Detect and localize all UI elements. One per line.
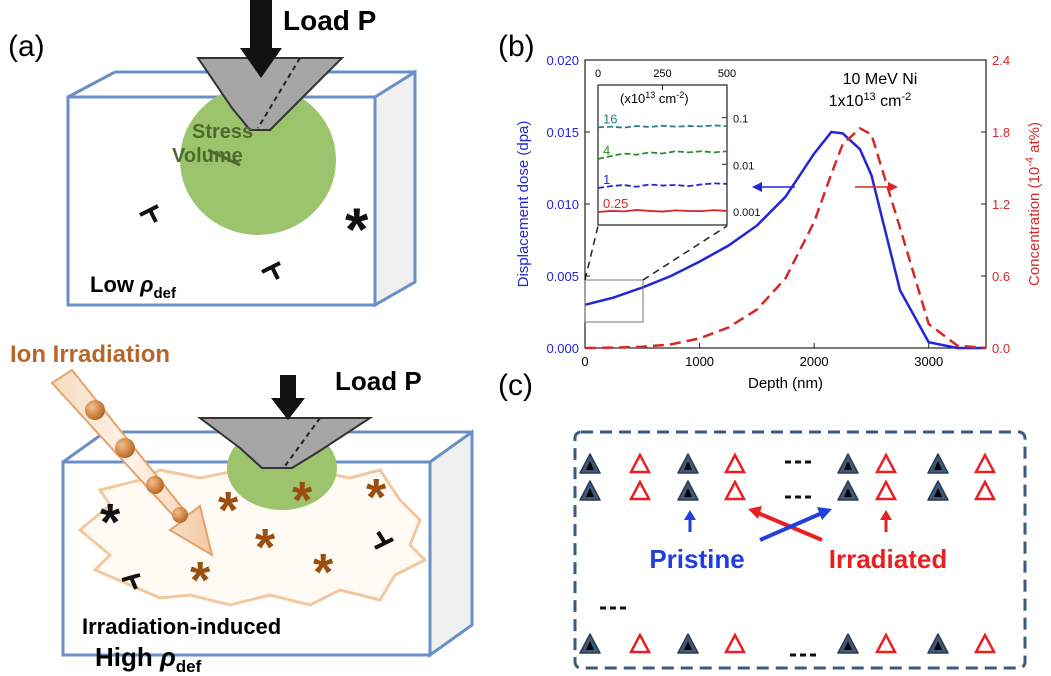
superscript: 13	[863, 91, 875, 103]
y2-tick-label: 0.0	[992, 341, 1010, 356]
load-label: Load P	[335, 366, 422, 396]
panel-label: (a)	[8, 30, 45, 63]
induced-label: Irradiation-induced	[82, 614, 281, 639]
y-tick-label: 0.000	[546, 341, 579, 356]
figure: (a) (b) (c) Load P Stress Volume * Low ρ…	[0, 0, 1051, 676]
x-axis-label: Depth (nm)	[748, 375, 823, 392]
irradiated-site	[877, 455, 895, 472]
box-side	[375, 72, 415, 305]
defect-star: *	[190, 552, 211, 610]
x-tick-label: 1000	[685, 354, 714, 369]
ion-label: Ion Irradiation	[10, 341, 170, 368]
x-tick-label: 0	[595, 68, 601, 80]
load-label: Load P	[283, 5, 376, 36]
label-part: (x10	[620, 91, 645, 106]
density-sub: def	[176, 657, 202, 676]
irradiated-site	[726, 635, 744, 652]
lattice-box	[575, 432, 1025, 668]
density-text: Low	[90, 272, 140, 297]
box-edge	[68, 72, 115, 97]
y-tick-label: 0.020	[546, 53, 579, 68]
y-tick-label: 0.005	[546, 269, 579, 284]
x-tick-label: 3000	[914, 354, 943, 369]
y2-tick-label: 0.1	[733, 114, 748, 126]
irradiated-site	[877, 635, 895, 652]
y2-tick-label: 2.4	[992, 53, 1010, 68]
label-part: cm	[655, 91, 676, 106]
label-part: Concentration (10	[1026, 167, 1043, 286]
defect-star: *	[218, 482, 239, 540]
pointer-arrow-head	[684, 510, 696, 520]
box-edge	[63, 432, 105, 462]
y-tick-label: 0.010	[546, 197, 579, 212]
superscript: -2	[901, 91, 911, 103]
superscript: -2	[676, 90, 684, 100]
defect-star: *	[345, 196, 369, 263]
x-tick-label: 250	[653, 68, 671, 80]
defect-star: *	[100, 494, 121, 552]
series-label: 4	[603, 143, 610, 158]
x-tick-label: 2000	[800, 354, 829, 369]
defect-star: *	[366, 469, 387, 527]
label-part: 1x10	[829, 93, 864, 110]
density-symbol: ρ	[159, 642, 176, 672]
label-part: cm	[876, 93, 902, 110]
irradiated-site	[631, 455, 649, 472]
y2-tick-label: 1.8	[992, 125, 1010, 140]
y2-tick-label: 0.01	[733, 160, 754, 172]
pristine-label: Pristine	[649, 544, 744, 574]
x-tick-label: 500	[718, 68, 736, 80]
superscript: -4	[1024, 157, 1036, 167]
stress-label: Volume	[172, 145, 243, 167]
series-label: 1	[603, 172, 610, 187]
irradiated-site	[976, 455, 994, 472]
series-label: 0.25	[603, 196, 628, 211]
defect-star: *	[313, 544, 334, 602]
panel-label: (c)	[498, 369, 533, 402]
irradiated-site	[877, 482, 895, 499]
pointer-arrow-head	[880, 510, 892, 520]
irradiated-label: Irradiated	[829, 544, 948, 574]
defect-star: *	[255, 519, 276, 577]
label-part: at%)	[1026, 122, 1043, 157]
superscript: 13	[645, 90, 655, 100]
box-side	[430, 432, 472, 655]
y-axis-label: Displacement dose (dpa)	[515, 121, 532, 288]
density-text: High	[95, 642, 160, 672]
stress-label: Stress	[192, 121, 253, 143]
y2-tick-label: 0.6	[992, 269, 1010, 284]
irradiated-site	[631, 482, 649, 499]
irradiated-site	[976, 635, 994, 652]
irradiated-site	[631, 635, 649, 652]
series-label: 16	[603, 111, 617, 126]
annotation: 10 MeV Ni	[843, 71, 918, 88]
x-tick-label: 0	[581, 354, 588, 369]
irradiated-site	[976, 482, 994, 499]
density-symbol: ρ	[139, 272, 153, 297]
irradiated-site	[726, 482, 744, 499]
y2-tick-label: 0.001	[733, 207, 761, 219]
density-sub: def	[153, 285, 177, 302]
defect-star: *	[292, 472, 313, 530]
rich-label: Concentration (10-4 at%)	[1024, 122, 1043, 286]
load-arrow	[271, 375, 305, 420]
panel-label: (b)	[498, 30, 535, 63]
y-tick-label: 0.015	[546, 125, 579, 140]
page: (a) (b) (c) Load P Stress Volume * Low ρ…	[0, 0, 1051, 676]
y2-tick-label: 1.2	[992, 197, 1010, 212]
cross-arrow-head	[748, 506, 762, 519]
lattice-panel	[575, 432, 1025, 668]
irradiated-site	[726, 455, 744, 472]
label-part: )	[684, 91, 688, 106]
